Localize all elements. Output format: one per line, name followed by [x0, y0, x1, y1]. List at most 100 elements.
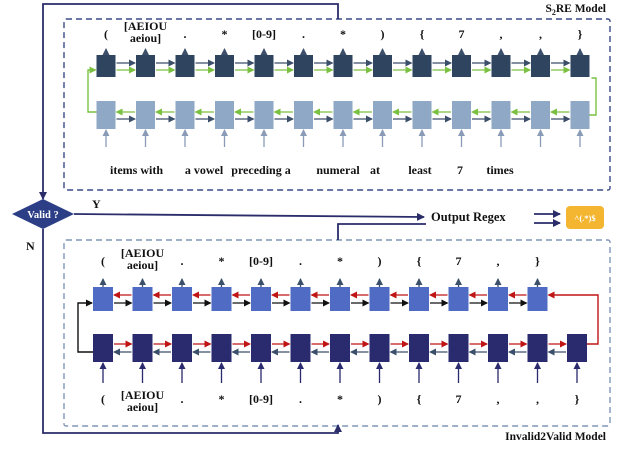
encoder-cell	[531, 101, 550, 129]
decoder-cell	[175, 55, 195, 77]
input-token: (	[101, 392, 105, 406]
output-token: *	[340, 27, 346, 41]
encoder-cell	[488, 334, 508, 362]
output-token: [0-9]	[252, 27, 276, 41]
decoder-cell	[294, 55, 313, 77]
input-word: at	[370, 163, 380, 177]
input-token: ,	[536, 392, 539, 406]
input-word: preceding a	[231, 163, 290, 177]
encoder-cell	[254, 101, 274, 129]
decoder-cell	[96, 55, 116, 77]
no-label: N	[26, 239, 35, 253]
encoder-cell	[409, 334, 429, 362]
encoder-decoder-bridge	[589, 77, 597, 116]
output-token: .	[181, 254, 184, 268]
output-regex-label: Output Regex	[431, 210, 506, 224]
input-token: {	[417, 392, 422, 406]
right-red-loop	[547, 291, 599, 345]
decoder-cell	[132, 287, 153, 311]
encoder-cell	[452, 101, 471, 129]
feedback-loop-line	[39, 3, 339, 200]
bottom-to-output-line	[337, 223, 426, 240]
encoder-cell	[211, 334, 232, 362]
left-black-loop	[77, 299, 93, 353]
decoder-cell	[251, 287, 271, 311]
decoder-cell	[93, 287, 113, 311]
s2re-model-title: S2RE Model	[545, 3, 606, 17]
encoder-cell	[96, 101, 116, 129]
decoder-cell	[527, 287, 548, 311]
input-word: a vowel	[185, 163, 224, 177]
encoder-cell	[215, 101, 234, 129]
output-token: )	[381, 27, 385, 41]
output-regex-badge	[566, 206, 604, 229]
encoder-cell	[172, 334, 192, 362]
output-token: [AEIOU aeiou]	[124, 19, 168, 45]
output-token: .	[184, 27, 187, 41]
input-word: least	[408, 163, 431, 177]
input-token: *	[337, 392, 343, 406]
output-token: 7	[459, 27, 465, 41]
encoder-cell	[290, 334, 311, 362]
decoder-cell	[172, 287, 192, 311]
encoder-cell	[373, 101, 392, 129]
decoder-cell	[448, 287, 469, 311]
input-token: *	[219, 392, 225, 406]
input-token: [0-9]	[249, 392, 273, 406]
input-word: times	[486, 163, 514, 177]
output-token: }	[578, 27, 583, 41]
invalid2valid-model-title: Invalid2Valid Model	[505, 431, 606, 443]
input-token: ,	[497, 392, 500, 406]
output-token: .	[302, 27, 305, 41]
output-token: *	[222, 27, 228, 41]
valid-decision-diamond	[12, 199, 74, 229]
encoder-cell	[175, 101, 195, 129]
decoder-cell	[531, 55, 550, 77]
input-token: )	[378, 392, 382, 406]
decoder-cell	[290, 287, 311, 311]
left-green-hook	[87, 66, 97, 113]
decoder-cell	[369, 287, 390, 311]
encoder-cell	[333, 101, 353, 129]
yes-label: Y	[92, 197, 101, 211]
decoder-cell	[491, 55, 511, 77]
output-token: {	[417, 254, 422, 268]
output-token: ,	[500, 27, 503, 41]
input-word: 7	[457, 163, 463, 177]
decoder-cell	[215, 55, 234, 77]
output-token: ,	[539, 27, 542, 41]
decoder-cell	[136, 55, 155, 77]
output-token: [0-9]	[249, 254, 273, 268]
output-token: [AEIOU aeiou]	[121, 246, 165, 272]
output-token: .	[299, 254, 302, 268]
encoder-cell	[448, 334, 469, 362]
output-token: }	[535, 254, 540, 268]
decoder-cell	[254, 55, 274, 77]
decoder-cell	[330, 287, 350, 311]
s2re-model-box	[63, 18, 611, 191]
output-token: (	[104, 27, 108, 41]
decoder-cell	[452, 55, 471, 77]
yes-branch-line	[73, 212, 425, 221]
encoder-cell	[251, 334, 271, 362]
encoder-cell	[567, 334, 587, 362]
input-token: [AEIOU aeiou]	[121, 388, 165, 414]
encoder-cell	[369, 334, 390, 362]
encoder-cell	[527, 334, 548, 362]
invalid2valid-model-network: ([AEIOU aeiou]. * [0-9]. *) {7,} ([AEIOU aeiou]…	[77, 246, 599, 414]
decoder-cell	[373, 55, 392, 77]
decoder-cell	[211, 287, 232, 311]
input-token: }	[575, 392, 580, 406]
encoder-cell	[412, 101, 432, 129]
output-regex-badge-text: ^(.*)$	[574, 213, 596, 223]
encoder-cell	[93, 334, 113, 362]
input-token: 7	[456, 392, 462, 406]
encoder-cell	[136, 101, 155, 129]
encoder-cell	[294, 101, 313, 129]
input-word: items with	[110, 163, 163, 177]
decoder-cell	[570, 55, 590, 77]
output-token: {	[420, 27, 425, 41]
s2re-model-network: ( [AEIOU aeiou]. * [0-9]. *) {7,,} items with a …	[87, 19, 597, 177]
